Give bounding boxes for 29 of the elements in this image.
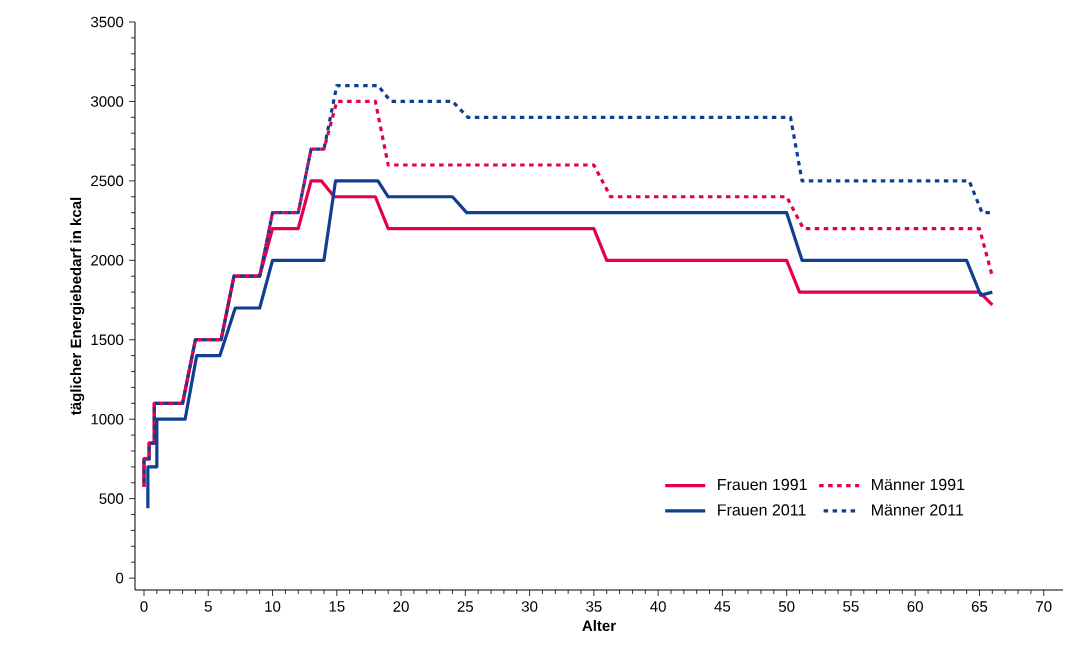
x-tick-label: 35 (586, 601, 602, 612)
y-tick-label: 3500 (91, 16, 124, 28)
legend-label: Männer 1991 (872, 478, 965, 491)
legend-label: Frauen 1991 (718, 478, 807, 491)
legend-label: Frauen 2011 (718, 504, 806, 516)
x-tick-label: 65 (971, 601, 988, 612)
x-tick-label: 30 (521, 601, 538, 612)
x-tick-label: 50 (778, 601, 795, 612)
y-tick-label: 0 (116, 572, 124, 584)
y-tick-label: 1500 (91, 334, 124, 346)
y-tick-label: 3000 (91, 96, 124, 107)
x-tick-label: 0 (140, 601, 148, 612)
x-tick-label: 40 (650, 601, 666, 612)
y-axis-title: täglicher Energiebedarf in kcal (70, 197, 85, 416)
x-tick-label: 70 (1036, 601, 1052, 612)
x-tick-label: 20 (393, 601, 409, 612)
y-tick-label: 1000 (91, 413, 124, 425)
y-tick-label: 500 (99, 493, 124, 504)
x-tick-label: 10 (265, 601, 281, 612)
x-tick-label: 5 (204, 601, 212, 612)
x-tick-label: 15 (329, 601, 345, 612)
legend-label: Männer 2011 (872, 504, 964, 516)
x-axis-title: Alter (582, 620, 616, 632)
y-tick-label: 2500 (91, 175, 124, 187)
x-tick-label: 55 (843, 601, 859, 612)
x-tick-label: 45 (714, 601, 731, 612)
y-tick-label: 2000 (91, 255, 124, 266)
x-tick-label: 60 (907, 601, 923, 612)
x-tick-label: 25 (457, 601, 474, 612)
